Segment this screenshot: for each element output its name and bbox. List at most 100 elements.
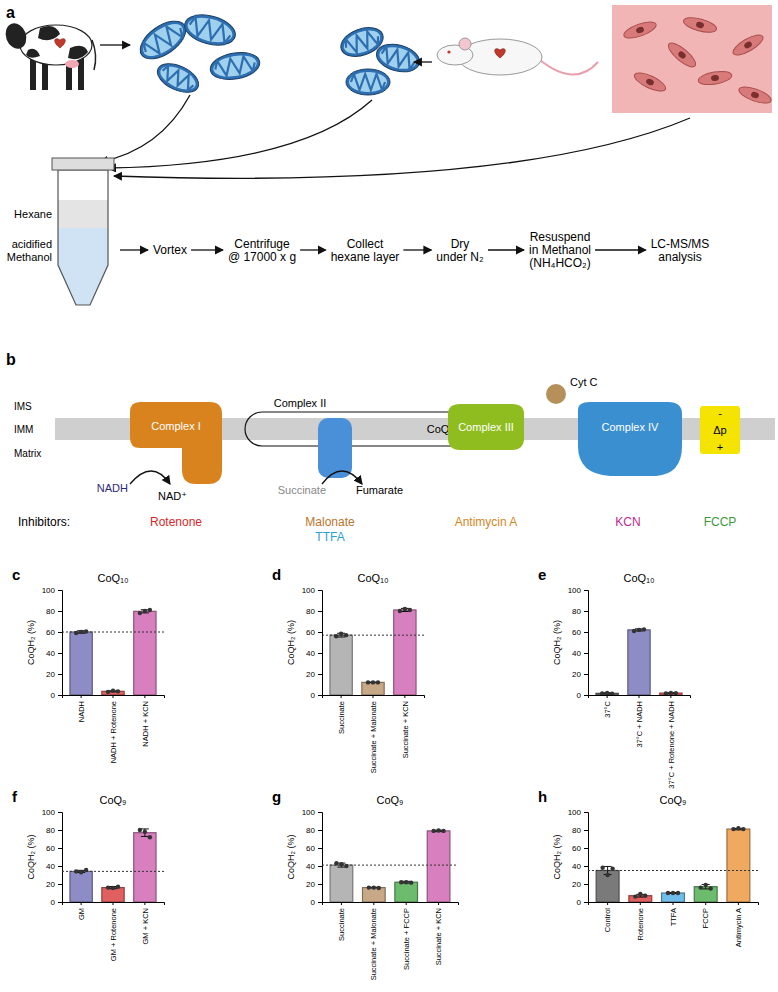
tick-mark (373, 902, 374, 905)
tick-label: 100 (568, 808, 582, 817)
data-point (731, 827, 735, 831)
tick-label: 0 (577, 898, 582, 907)
bar (394, 610, 416, 695)
x-tick: Succinate + KCN (434, 902, 443, 965)
tick-label: 60 (572, 628, 581, 637)
x-tick: NADH (77, 695, 86, 722)
tick-mark (738, 902, 739, 905)
heart (495, 49, 506, 58)
workflow-step: Dryunder N₂ (436, 237, 484, 264)
tick-mark (113, 695, 114, 698)
delta-p-label: + (717, 441, 723, 453)
bar (628, 630, 650, 695)
mitochondrion (134, 14, 193, 67)
data-point (371, 680, 375, 684)
arrow (191, 249, 223, 250)
tick-label: Succinate + FCCP (402, 908, 411, 970)
step-text: Collect (347, 237, 384, 251)
y-tick: 80 (46, 826, 62, 835)
mito-outer (208, 49, 262, 83)
inhibitor-label: TTFA (315, 530, 344, 544)
cell (697, 69, 733, 87)
cell-body (737, 84, 773, 107)
substrate-label: Fumarate (356, 484, 403, 496)
data-point (633, 894, 637, 898)
x-tick: Succinate (337, 902, 346, 941)
x-tick: Succinate + Malonate (369, 695, 378, 773)
error-bar-cap (141, 828, 149, 829)
tick-label: 20 (46, 880, 55, 889)
y-tick: 80 (572, 826, 588, 835)
tick-mark (58, 902, 62, 903)
y-tick: 100 (568, 586, 588, 595)
x-tick: NADH + Rotenone (109, 695, 118, 763)
data-point (643, 894, 647, 898)
tube-layers (55, 200, 115, 318)
mitochondrion (373, 40, 422, 77)
tick-mark (584, 695, 588, 696)
mito-outer (134, 14, 193, 67)
y-tick: 100 (42, 586, 62, 595)
y-tick: 80 (46, 607, 62, 616)
y-tick: 0 (51, 691, 62, 700)
cow-tail (92, 40, 96, 70)
mito-inner (138, 18, 188, 62)
tick-mark (318, 866, 322, 867)
tick-label: 60 (572, 844, 581, 853)
y-tick: 80 (306, 607, 322, 616)
tick-label: 20 (46, 670, 55, 679)
tick-label: Succinate + KCN (434, 908, 443, 965)
hexane-layer (55, 200, 115, 228)
chart-title: CoQ₉ (100, 794, 127, 806)
data-point (638, 892, 642, 896)
y-axis-title: CoQH₂ (%) (26, 835, 36, 880)
y-axis: 020406080100 (302, 586, 323, 700)
data-point (698, 885, 702, 889)
x-tick: TTFA (669, 902, 678, 926)
tick-label: 40 (572, 649, 581, 658)
tick-label: 40 (306, 862, 315, 871)
tick-label: GM (77, 908, 86, 920)
data-point (148, 608, 152, 612)
y-axis-line (58, 591, 63, 696)
tick-mark (438, 902, 439, 905)
x-axis-line (63, 903, 165, 906)
tick-label: Succinate + Malonate (369, 701, 378, 773)
mito-group (337, 22, 423, 95)
data-point (664, 691, 668, 695)
data-point (605, 873, 609, 877)
compartment-label: IMM (14, 424, 33, 435)
panel-label: e (538, 566, 546, 583)
cell (682, 15, 718, 35)
y-tick: 0 (577, 691, 588, 700)
tick-mark (584, 884, 588, 885)
heart (55, 39, 66, 48)
arrow (322, 471, 362, 484)
tick-label: 0 (577, 691, 582, 700)
plot-area (62, 608, 164, 695)
tick-mark (406, 902, 407, 905)
y-axis: 020406080100 (42, 586, 63, 700)
plot-area (596, 627, 682, 695)
cell-nucleus (635, 26, 645, 34)
cow (2, 20, 95, 90)
y-tick: 100 (42, 808, 62, 817)
data-point (116, 689, 120, 693)
tick-mark (318, 653, 322, 654)
data-point (600, 691, 604, 695)
data-point (79, 870, 83, 874)
complex-label: Complex IV (602, 421, 660, 433)
tick-mark (58, 590, 62, 591)
delta-p (700, 406, 740, 454)
y-tick: 40 (572, 862, 588, 871)
cell-culture (612, 5, 773, 113)
tick-label: 80 (572, 607, 581, 616)
tick-mark (607, 902, 608, 905)
chart-h: 020406080100ControlRotenoneTTFAFCCPAntim… (538, 788, 759, 947)
data-point (741, 827, 745, 831)
tick-label: 80 (572, 826, 581, 835)
cell (737, 84, 773, 107)
x-axis-line (589, 696, 691, 699)
data-point (376, 680, 380, 684)
complex-i (130, 402, 222, 484)
